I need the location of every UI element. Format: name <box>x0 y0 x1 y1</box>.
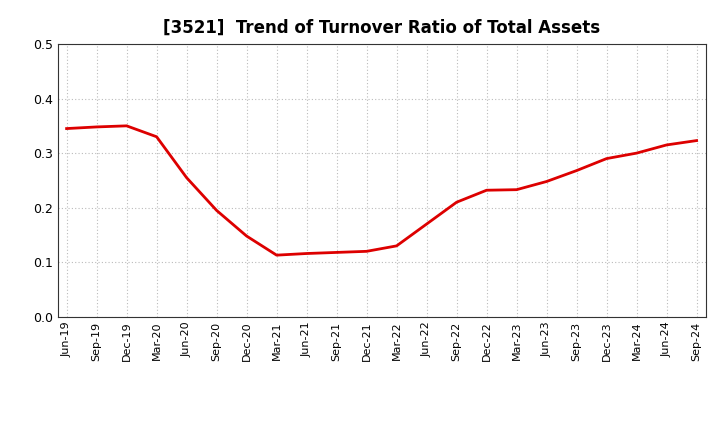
Title: [3521]  Trend of Turnover Ratio of Total Assets: [3521] Trend of Turnover Ratio of Total … <box>163 19 600 37</box>
